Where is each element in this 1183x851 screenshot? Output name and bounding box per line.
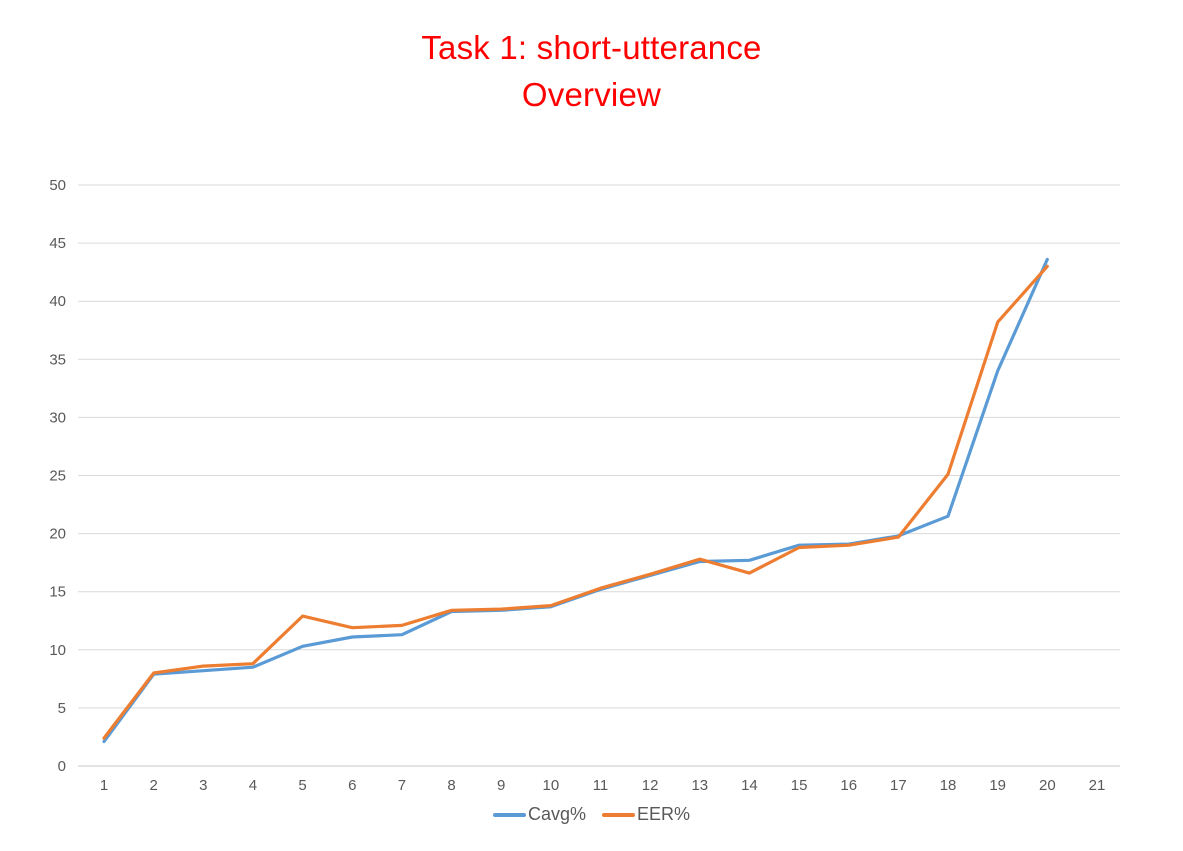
y-tick-label: 0 bbox=[58, 758, 66, 775]
y-tick-label: 5 bbox=[58, 700, 66, 717]
chart-title-line-1: Task 1: short-utterance bbox=[421, 29, 762, 66]
x-tick-label: 17 bbox=[890, 777, 907, 794]
x-tick-label: 13 bbox=[691, 777, 708, 794]
y-tick-label: 40 bbox=[49, 293, 66, 310]
legend-line-swatch bbox=[492, 812, 526, 817]
x-tick-label: 8 bbox=[447, 777, 455, 794]
legend-line-swatch bbox=[602, 812, 635, 817]
x-tick-label: 9 bbox=[497, 777, 505, 794]
chart-legend: Cavg% EER% bbox=[0, 804, 1183, 825]
y-tick-label: 20 bbox=[49, 526, 66, 543]
legend-label: EER% bbox=[637, 804, 691, 824]
x-tick-label: 12 bbox=[642, 777, 659, 794]
x-tick-label: 6 bbox=[348, 777, 356, 794]
y-tick-label: 45 bbox=[49, 235, 66, 252]
legend-label: Cavg% bbox=[527, 804, 586, 824]
chart-title-line-2: Overview bbox=[521, 76, 662, 113]
x-tick-label: 21 bbox=[1089, 777, 1106, 794]
x-tick-label: 18 bbox=[940, 777, 957, 794]
y-tick-label: 50 bbox=[49, 177, 66, 194]
legend-item-eer: EER% bbox=[602, 804, 690, 825]
y-tick-label: 15 bbox=[49, 584, 66, 601]
x-tick-label: 5 bbox=[298, 777, 306, 794]
x-tick-label: 1 bbox=[100, 777, 108, 794]
x-tick-label: 10 bbox=[543, 777, 560, 794]
y-tick-label: 25 bbox=[49, 468, 66, 485]
x-tick-label: 4 bbox=[249, 777, 257, 794]
x-tick-label: 7 bbox=[398, 777, 406, 794]
x-tick-label: 3 bbox=[199, 777, 207, 794]
x-tick-label: 15 bbox=[791, 777, 808, 794]
y-tick-label: 30 bbox=[49, 409, 66, 426]
y-tick-label: 35 bbox=[49, 351, 66, 368]
x-tick-label: 11 bbox=[593, 777, 609, 794]
x-tick-label: 16 bbox=[840, 777, 857, 794]
series-line-cavg bbox=[102, 257, 1049, 744]
x-tick-label: 20 bbox=[1039, 777, 1056, 794]
chart-title: Task 1: short-utterance Overview bbox=[0, 24, 1183, 118]
x-tick-label: 19 bbox=[989, 777, 1006, 794]
x-tick-label: 14 bbox=[741, 777, 758, 794]
legend-item-cavg: Cavg% bbox=[492, 804, 586, 825]
x-tick-label: 2 bbox=[149, 777, 157, 794]
series-line-eer bbox=[102, 264, 1049, 740]
y-tick-label: 10 bbox=[49, 642, 66, 659]
